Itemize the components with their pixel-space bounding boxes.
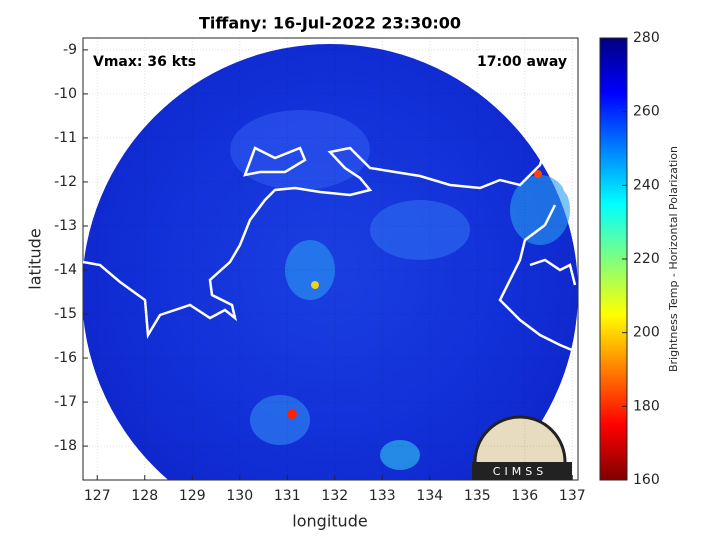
satellite-image: CIMSS — [83, 44, 578, 480]
x-tick-label: 137 — [559, 488, 586, 504]
colorbar-tick-label: 160 — [633, 472, 660, 488]
colorbar-tick-label: 220 — [633, 251, 660, 267]
colorbar-tick-label: 240 — [633, 177, 660, 193]
y-tick-label: -10 — [54, 86, 77, 102]
logo-text: CIMSS — [493, 465, 547, 478]
logo: CIMSS — [472, 415, 572, 480]
x-tick-label: 136 — [511, 488, 538, 504]
y-tick-label: -14 — [54, 262, 77, 278]
chart-title: Tiffany: 16-Jul-2022 23:30:00 — [199, 14, 461, 33]
y-tick-label: -12 — [54, 174, 77, 190]
x-tick-label: 135 — [464, 488, 491, 504]
colorbar-label: Brightness Temp - Horizontal Polarizatio… — [667, 146, 680, 372]
x-tick-label: 127 — [84, 488, 111, 504]
y-tick-label: -18 — [54, 438, 77, 454]
x-axis-label: longitude — [292, 512, 367, 531]
x-tick-label: 130 — [226, 488, 253, 504]
colorbar-tick-label: 280 — [633, 30, 660, 46]
time-annotation: 17:00 away — [477, 54, 567, 70]
y-tick-label: -11 — [54, 130, 77, 146]
colorbar-tick-label: 200 — [633, 325, 660, 341]
y-tick-label: -15 — [54, 306, 77, 322]
colorbar-tick-label: 260 — [633, 104, 660, 120]
y-tick-label: -16 — [54, 350, 77, 366]
y-axis-label: latitude — [26, 228, 45, 289]
x-tick-label: 129 — [179, 488, 206, 504]
y-tick-label: -13 — [54, 218, 77, 234]
x-tick-label: 128 — [131, 488, 158, 504]
colorbar-tick-label: 180 — [633, 398, 660, 414]
x-tick-label: 131 — [274, 488, 301, 504]
x-tick-label: 134 — [416, 488, 443, 504]
x-tick-label: 133 — [369, 488, 396, 504]
y-tick-label: -9 — [63, 42, 77, 58]
y-tick-label: -17 — [54, 394, 77, 410]
vmax-annotation: Vmax: 36 kts — [93, 54, 196, 70]
x-tick-label: 132 — [321, 488, 348, 504]
